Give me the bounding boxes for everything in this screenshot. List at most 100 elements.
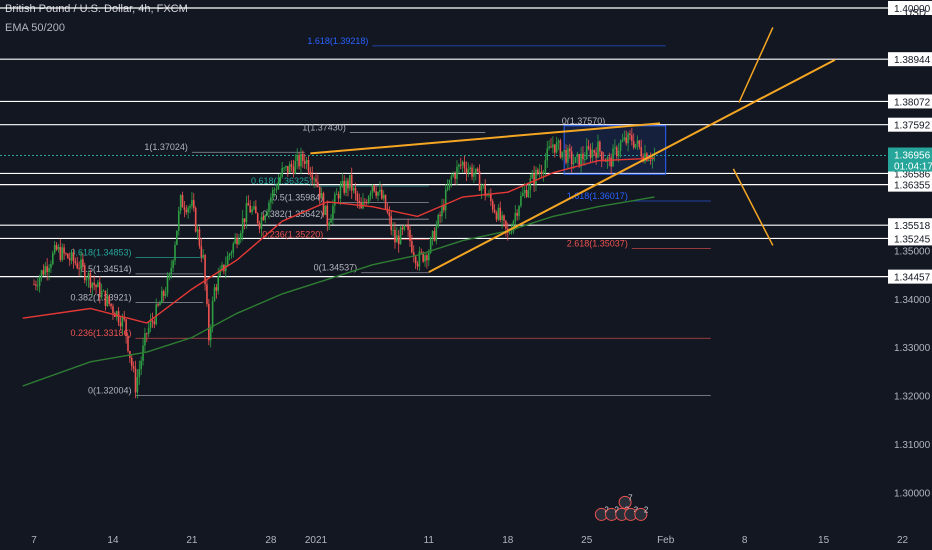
candle-body-227 — [459, 164, 462, 166]
candle-body-26 — [82, 259, 84, 266]
candle-body-221 — [448, 179, 451, 188]
candle-body-288 — [574, 157, 577, 163]
candle-body-98 — [217, 275, 220, 291]
candle-body-86 — [194, 208, 197, 232]
ema200-line — [22, 196, 655, 387]
candle-body-77 — [177, 210, 180, 231]
price-label-bg-5 — [888, 177, 932, 192]
candle-body-31 — [91, 282, 94, 288]
candle-body-280 — [559, 140, 562, 158]
candle-body-231 — [467, 169, 470, 174]
candle-body-262 — [525, 189, 528, 197]
candle-body-146 — [307, 159, 310, 172]
fib-label-5: 0.5(1.35984) — [272, 193, 323, 203]
candle-body-310 — [616, 147, 618, 157]
candle-body-20 — [70, 252, 73, 261]
candle-body-255 — [512, 221, 515, 232]
candle-body-96 — [213, 287, 216, 302]
candle-body-109 — [238, 239, 240, 245]
candle-body-218 — [443, 205, 445, 211]
fib-label-9: 0.618(1.34853) — [70, 247, 131, 257]
x-tick-11: 22 — [897, 535, 909, 546]
price-label-bg-1 — [888, 52, 932, 67]
candle-body-206 — [420, 251, 423, 253]
candle-body-318 — [631, 135, 633, 142]
candle-body-143 — [302, 153, 304, 161]
candle-body-76 — [176, 230, 178, 245]
x-tick-3: 28 — [265, 535, 277, 546]
candle-body-36 — [100, 291, 103, 298]
candle-body-182 — [375, 191, 377, 196]
candle-body-151 — [317, 182, 319, 187]
candle-body-226 — [458, 164, 460, 167]
candle-body-97 — [215, 287, 218, 291]
candle-body-135 — [287, 165, 289, 173]
candle-body-50 — [127, 335, 129, 352]
candle-body-219 — [444, 189, 447, 211]
candle-body-162 — [337, 194, 340, 199]
candle-body-105 — [230, 252, 233, 255]
candle-body-222 — [450, 176, 453, 180]
candle-body-321 — [636, 140, 639, 144]
fib-label-10: 0.5(1.34514) — [80, 264, 131, 274]
candle-body-189 — [388, 212, 391, 217]
chart-title: British Pound / U.S. Dollar, 4h, FXCM — [5, 3, 188, 15]
candle-body-54 — [134, 368, 137, 393]
candle-body-266 — [533, 173, 535, 185]
candle-body-265 — [531, 173, 533, 179]
candle-body-79 — [181, 195, 184, 208]
candle-body-91 — [204, 255, 206, 285]
x-tick-10: 15 — [818, 535, 830, 546]
candle-body-160 — [334, 194, 336, 206]
candle-body-257 — [516, 212, 518, 216]
candle-body-190 — [390, 216, 392, 231]
candle-body-294 — [585, 146, 588, 160]
candle-body-298 — [593, 150, 596, 153]
horizontal-levels — [0, 7, 888, 278]
candle-body-201 — [411, 241, 413, 253]
candle-body-315 — [625, 137, 627, 144]
candle-body-108 — [236, 237, 238, 245]
candle-body-22 — [74, 261, 77, 264]
y-tick-5: 1.35000 — [894, 246, 931, 257]
candle-body-114 — [247, 203, 250, 206]
candle-body-34 — [97, 282, 99, 288]
candle-body-248 — [499, 207, 502, 221]
candle-body-49 — [125, 319, 127, 336]
candle-body-235 — [475, 168, 477, 174]
candle-body-306 — [608, 157, 611, 159]
candle-body-112 — [243, 218, 246, 223]
candle-body-327 — [647, 159, 650, 161]
candle-body-191 — [392, 229, 394, 231]
candle-body-187 — [384, 194, 387, 209]
candle-body-25 — [80, 259, 82, 269]
x-tick-2: 21 — [186, 535, 198, 546]
candle-body-122 — [262, 216, 265, 221]
indicator-legend[interactable]: EMA 50/200 — [5, 22, 65, 34]
candle-body-90 — [202, 255, 204, 257]
candle-body-193 — [396, 235, 398, 243]
candle-body-159 — [332, 205, 334, 219]
candle-body-57 — [140, 360, 142, 369]
candle-body-196 — [401, 227, 404, 230]
candle-body-4 — [40, 270, 43, 278]
candle-body-173 — [358, 200, 361, 203]
candle-body-240 — [484, 184, 486, 196]
candle-body-71 — [166, 277, 169, 294]
candle-body-131 — [279, 176, 282, 182]
candle-body-1 — [35, 284, 37, 286]
candle-body-233 — [471, 167, 473, 177]
candle-body-67 — [159, 303, 161, 306]
candle-body-316 — [627, 133, 629, 144]
candle-body-113 — [245, 203, 248, 223]
price-label-8: 1.34457 — [894, 273, 931, 284]
candle-body-120 — [258, 223, 261, 229]
candle-body-89 — [200, 246, 203, 257]
candle-body-208 — [424, 255, 426, 262]
candle-body-82 — [187, 207, 189, 213]
candle-body-167 — [347, 180, 349, 189]
y-tick-4: 1.34000 — [894, 295, 931, 306]
price-label-2: 1.38072 — [894, 97, 931, 108]
candle-body-180 — [371, 185, 374, 193]
